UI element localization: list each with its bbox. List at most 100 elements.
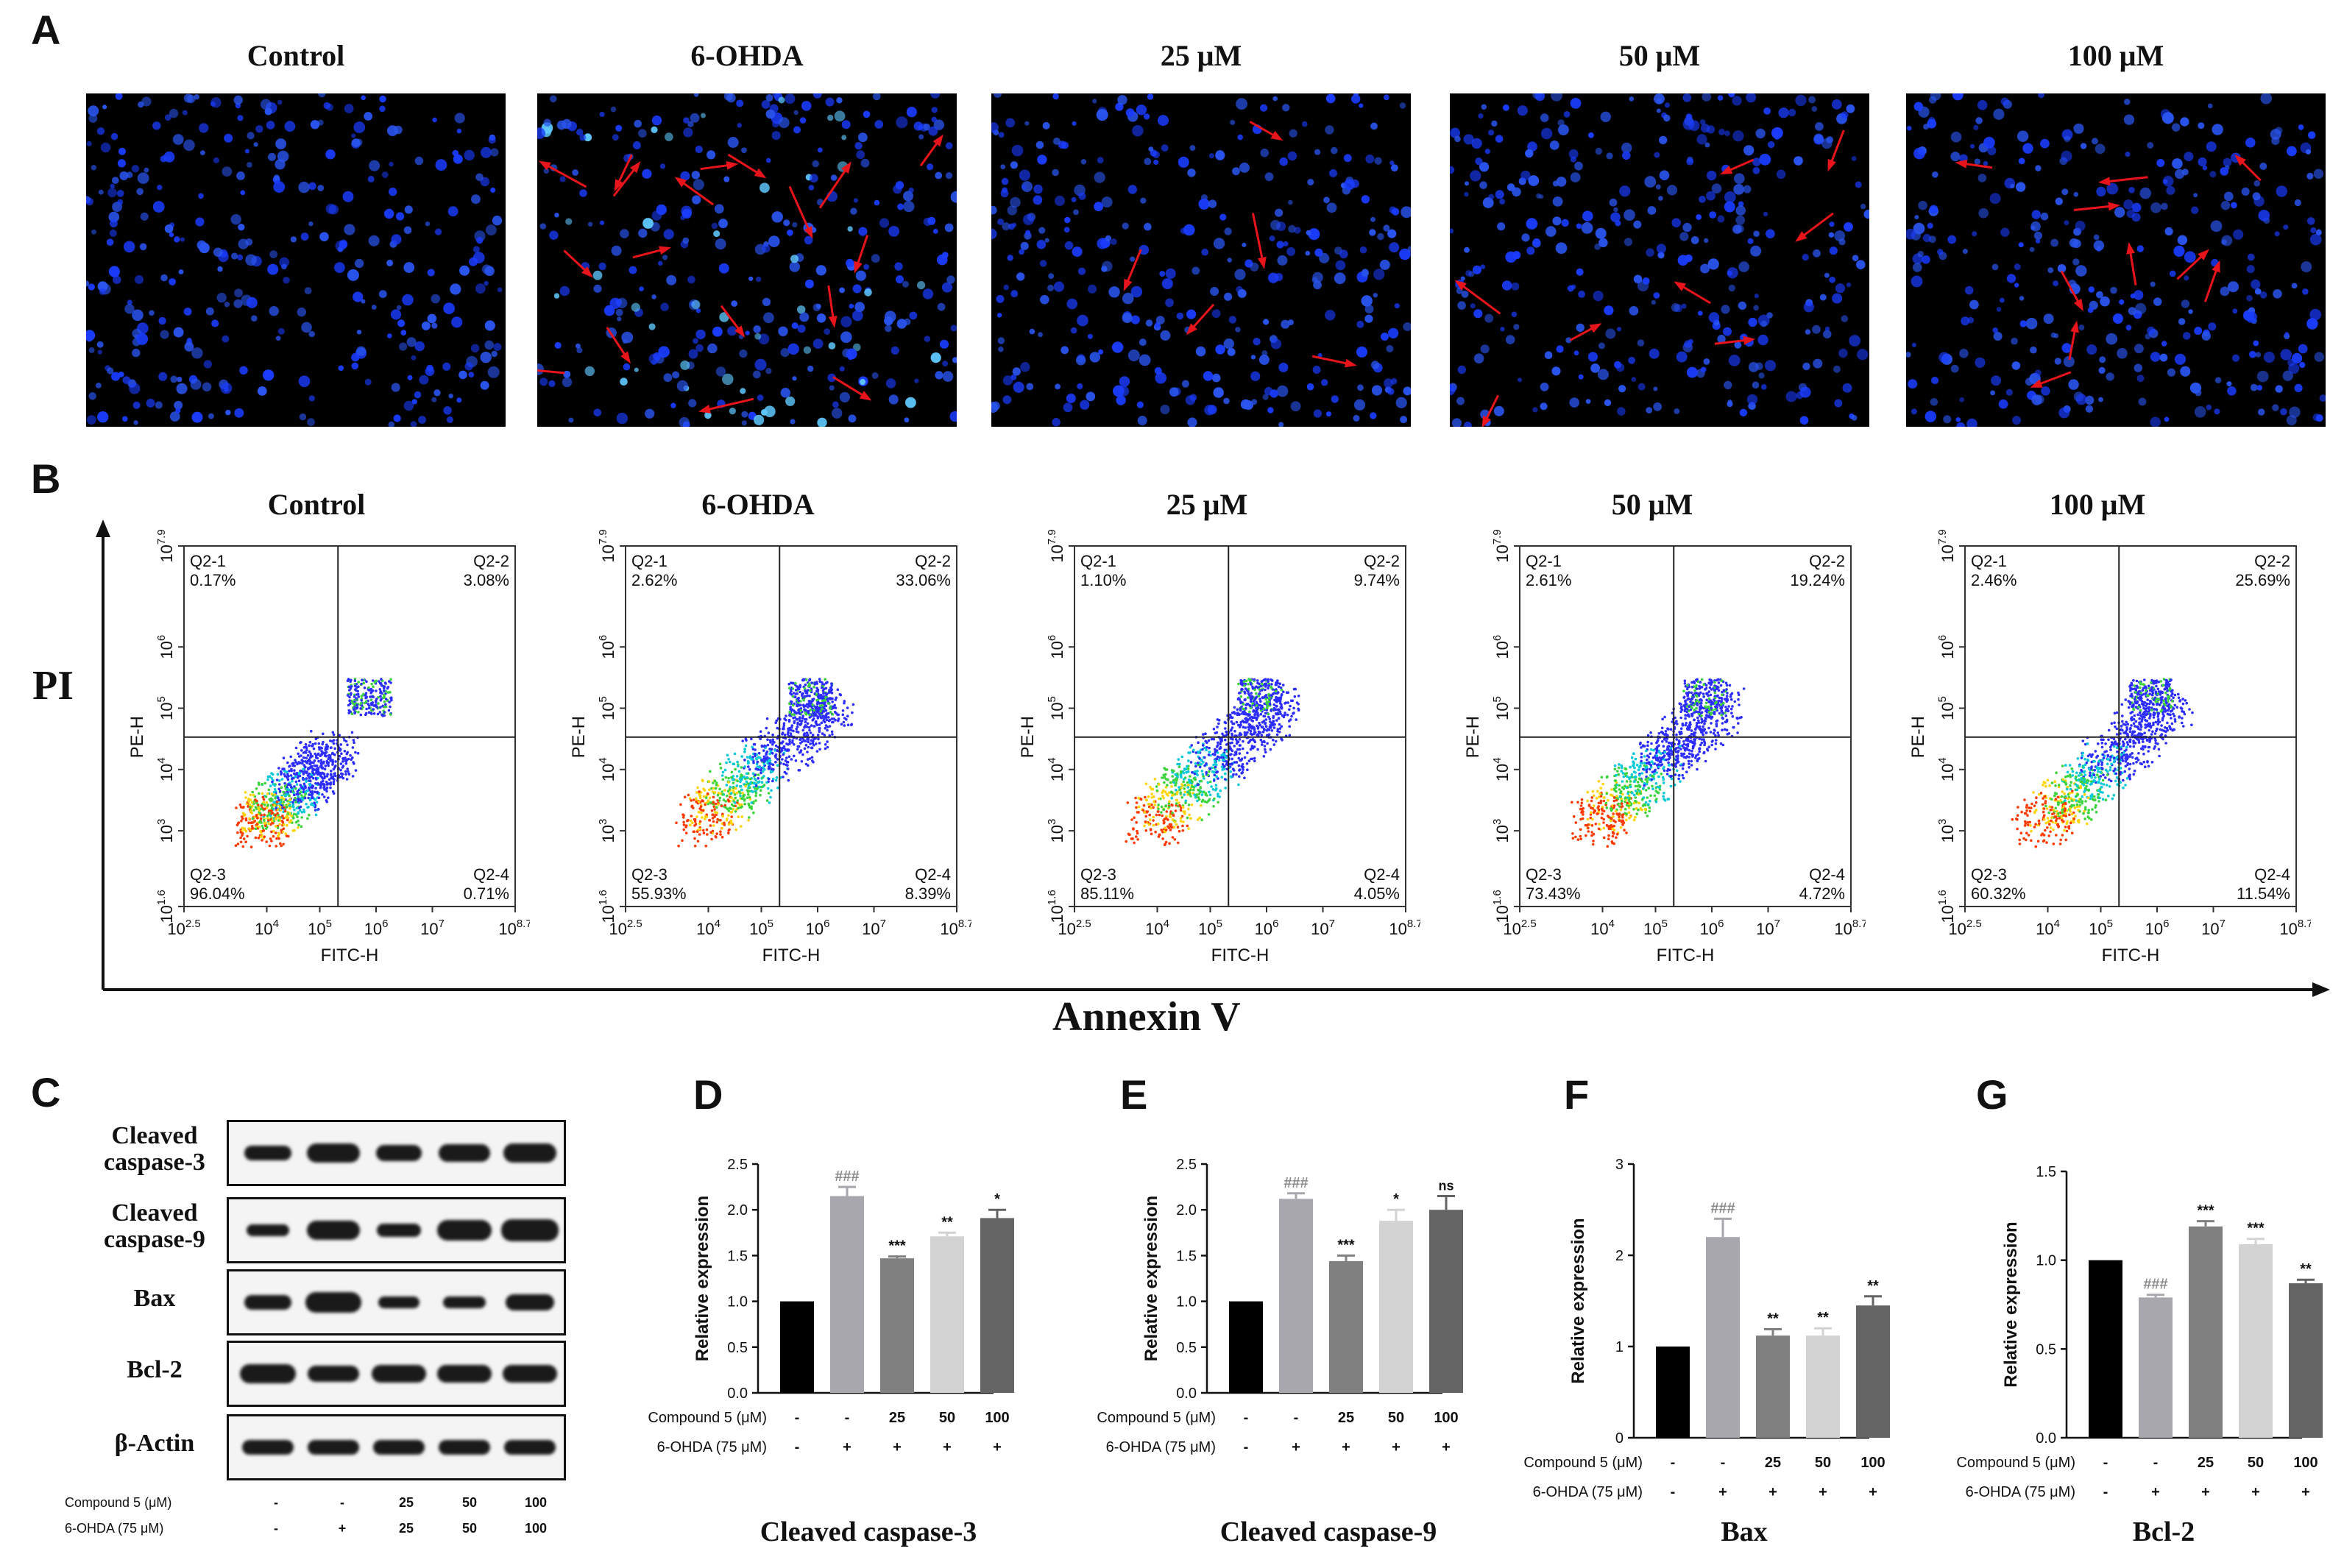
blot-strip-3 xyxy=(227,1341,566,1407)
row2-value: + xyxy=(2201,1484,2210,1500)
bar xyxy=(980,1218,1014,1393)
y-tick-label: 2 xyxy=(1615,1248,1624,1264)
row2-label: 6-OHDA (75 μM) xyxy=(1106,1439,1216,1455)
y-tick-label: 103 xyxy=(1046,819,1066,843)
bar xyxy=(1706,1237,1740,1438)
blot-band xyxy=(439,1144,490,1162)
flow-plot-4: Q2-12.46% Q2-225.69% Q2-360.32% Q2-411.54% 1… xyxy=(1908,529,2311,965)
y-tick-label: 1.5 xyxy=(727,1248,748,1264)
panel-label-e: E xyxy=(1120,1071,1148,1118)
row1-value: 100 xyxy=(985,1410,1009,1426)
significance-label: ### xyxy=(2143,1277,2167,1293)
bar xyxy=(1329,1260,1363,1393)
blot-band xyxy=(308,1440,359,1455)
x-tick-label: 105 xyxy=(2089,918,2113,938)
bar xyxy=(930,1236,964,1393)
blot-strip-4 xyxy=(227,1414,566,1480)
row2-value: + xyxy=(843,1439,851,1455)
y-tick-label: 0.0 xyxy=(1176,1386,1197,1402)
x-tick-label: 102.5 xyxy=(1948,918,1981,938)
flow-xlabel: FITC-H xyxy=(321,946,379,965)
blot-band xyxy=(376,1145,422,1161)
y-tick-label: 0.0 xyxy=(727,1386,748,1402)
bar xyxy=(1379,1221,1413,1393)
row1-value: - xyxy=(1721,1455,1726,1471)
panel-label-a: A xyxy=(31,7,61,53)
significance-label: ** xyxy=(1817,1310,1829,1326)
flow-plot-1: Q2-12.62% Q2-233.06% Q2-355.93% Q2-48.39% 10… xyxy=(569,529,971,965)
quadrant-pct-q24: 0.71% xyxy=(464,884,509,903)
bar xyxy=(880,1258,914,1393)
x-tick-label: 105 xyxy=(308,918,332,938)
y-tick-label: 2.5 xyxy=(1176,1157,1197,1173)
micro-image-3 xyxy=(1450,93,1869,427)
micro-title-0: Control xyxy=(247,39,345,72)
quadrant-pct-q24: 4.05% xyxy=(1354,884,1400,903)
y-tick-label: 1.0 xyxy=(727,1294,748,1310)
row2-value: - xyxy=(1671,1484,1676,1500)
y-tick-label: 0.0 xyxy=(2036,1430,2056,1447)
row2-value: - xyxy=(1244,1439,1249,1455)
micro-image-0 xyxy=(86,93,506,427)
quadrant-name-q24: Q2-4 xyxy=(1364,865,1400,884)
y-tick-label: 106 xyxy=(1491,635,1512,659)
blot-strip-2 xyxy=(227,1269,566,1335)
quadrant-name-q22: Q2-2 xyxy=(473,552,509,570)
blot-band xyxy=(305,1292,361,1313)
quadrant-pct-q22: 19.24% xyxy=(1790,571,1845,589)
blot-band xyxy=(437,1220,492,1241)
y-tick-label: 107.9 xyxy=(1491,529,1512,562)
row1-value: - xyxy=(2103,1455,2108,1471)
y-tick-label: 1.5 xyxy=(1176,1248,1197,1264)
flow-title-4: 100 μM xyxy=(2049,488,2146,521)
bar xyxy=(780,1301,814,1393)
y-tick-label: 0.5 xyxy=(1176,1340,1197,1356)
x-tick-label: 108.7 xyxy=(1834,918,1866,938)
bar-title-f: Bax xyxy=(1721,1516,1768,1547)
row2-value: - xyxy=(795,1439,800,1455)
row2-value: + xyxy=(1869,1484,1877,1500)
quadrant-name-q21: Q2-1 xyxy=(631,552,668,570)
x-tick-label: 104 xyxy=(1145,918,1169,938)
row1-value: 100 xyxy=(1860,1455,1885,1471)
blot-band xyxy=(307,1143,360,1163)
blot-band xyxy=(244,1295,291,1310)
quadrant-pct-q23: 96.04% xyxy=(190,884,245,903)
y-tick-label: 2.5 xyxy=(727,1157,748,1173)
quadrant-pct-q21: 2.62% xyxy=(631,571,677,589)
blot-row2-value: - xyxy=(274,1521,278,1536)
blot-row1-value: 50 xyxy=(461,1495,478,1510)
blot-band xyxy=(308,1366,359,1382)
row1-value: - xyxy=(1671,1455,1676,1471)
flow-plot-2: Q2-11.10% Q2-29.74% Q2-385.11% Q2-44.05% 102… xyxy=(1018,529,1420,965)
panel-label-c: C xyxy=(31,1069,61,1115)
x-tick-label: 104 xyxy=(1590,918,1615,938)
x-tick-label: 108.7 xyxy=(940,918,971,938)
significance-label: ### xyxy=(1710,1200,1735,1216)
y-tick-label: 104 xyxy=(597,757,617,781)
y-tick-label: 0.5 xyxy=(727,1340,748,1356)
micro-title-2: 25 μM xyxy=(1160,39,1242,72)
bar xyxy=(1806,1335,1840,1438)
x-tick-label: 108.7 xyxy=(498,918,530,938)
significance-label: ns xyxy=(1438,1179,1454,1193)
x-tick-label: 108.7 xyxy=(1389,918,1420,938)
micro-image-4 xyxy=(1906,93,2326,427)
blot-band xyxy=(503,1143,556,1163)
blot-row1-label: Compound 5 (μM) xyxy=(65,1495,172,1510)
y-tick-label: 101.6 xyxy=(1936,890,1957,923)
bar xyxy=(2289,1283,2323,1438)
quadrant-name-q22: Q2-2 xyxy=(1364,552,1400,570)
x-tick-label: 104 xyxy=(2036,918,2060,938)
quadrant-pct-q21: 2.46% xyxy=(1971,571,2017,589)
quadrant-name-q21: Q2-1 xyxy=(1526,552,1562,570)
y-tick-label: 105 xyxy=(1046,696,1066,720)
blot-row2-value: 25 xyxy=(398,1521,414,1536)
flow-title-1: 6-OHDA xyxy=(701,488,815,521)
row2-label: 6-OHDA (75 μM) xyxy=(657,1439,767,1455)
band-label-4: β-Actin xyxy=(114,1430,195,1457)
row1-value: 100 xyxy=(1434,1410,1458,1426)
y-tick-label: 106 xyxy=(597,635,617,659)
